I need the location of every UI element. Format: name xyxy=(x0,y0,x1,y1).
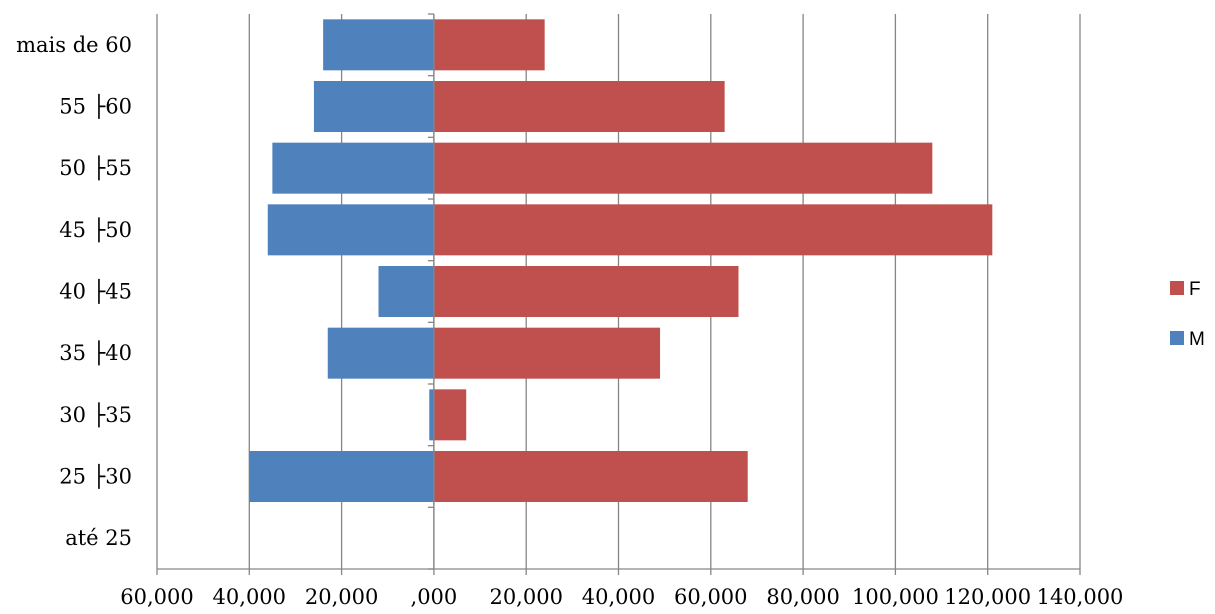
x-tick-label-3: ,000 xyxy=(411,585,458,609)
x-tick-label-8: 100,000 xyxy=(852,585,939,609)
x-tick-label-2: 20,000 xyxy=(305,585,378,609)
bar-F-5 xyxy=(433,204,993,256)
legend-label-F: F xyxy=(1189,279,1201,300)
x-tick-label-0: 60,000 xyxy=(120,585,193,609)
bar-M-7 xyxy=(313,81,434,132)
x-tick-label-4: 20,000 xyxy=(489,585,562,609)
bar-F-3 xyxy=(433,327,661,379)
legend-label-M: M xyxy=(1189,329,1205,350)
bar-F-8 xyxy=(433,19,545,71)
bar-M-1 xyxy=(249,451,434,502)
category-label-1: 25 ├30 xyxy=(59,464,132,490)
bar-M-3 xyxy=(327,327,434,379)
category-label-3: 35 ├40 xyxy=(59,340,132,366)
category-label-4: 40 ├45 xyxy=(59,279,132,305)
bar-F-6 xyxy=(433,142,933,194)
bar-F-7 xyxy=(433,81,725,132)
category-label-6: 50 ├55 xyxy=(59,155,132,181)
bar-F-1 xyxy=(433,451,748,502)
category-label-8: mais de 60 xyxy=(16,33,132,57)
bar-M-4 xyxy=(378,266,434,317)
bar-F-4 xyxy=(433,266,739,317)
x-tick-label-6: 60,000 xyxy=(674,585,747,609)
x-tick-label-10: 140,000 xyxy=(1037,585,1124,609)
x-tick-label-7: 80,000 xyxy=(766,585,839,609)
bar-M-2 xyxy=(429,389,434,441)
axes xyxy=(156,13,1081,575)
bar-M-5 xyxy=(267,204,434,256)
bar-M-6 xyxy=(272,142,434,194)
bar-M-8 xyxy=(323,19,434,71)
category-labels: até 25 25 ├30 30 ├35 35 ├40 40 ├45 45 ├50 50 ├… xyxy=(16,33,132,550)
bar-F-2 xyxy=(433,389,467,441)
category-label-7: 55 ├60 xyxy=(59,94,132,120)
legend-swatch-F xyxy=(1170,281,1184,295)
bars xyxy=(249,19,993,502)
legend: FM xyxy=(1170,279,1205,350)
x-tick-label-1: 40,000 xyxy=(213,585,286,609)
category-label-5: 45 ├50 xyxy=(59,217,132,243)
x-tick-label-5: 40,000 xyxy=(582,585,655,609)
category-label-2: 30 ├35 xyxy=(59,402,132,428)
x-tick-labels: 60,000 40,000 20,000 ,000 20,000 40,000 60,000… xyxy=(120,585,1123,609)
legend-swatch-M xyxy=(1170,331,1184,345)
x-tick-label-9: 120,000 xyxy=(944,585,1031,609)
category-label-0: até 25 xyxy=(65,526,132,550)
